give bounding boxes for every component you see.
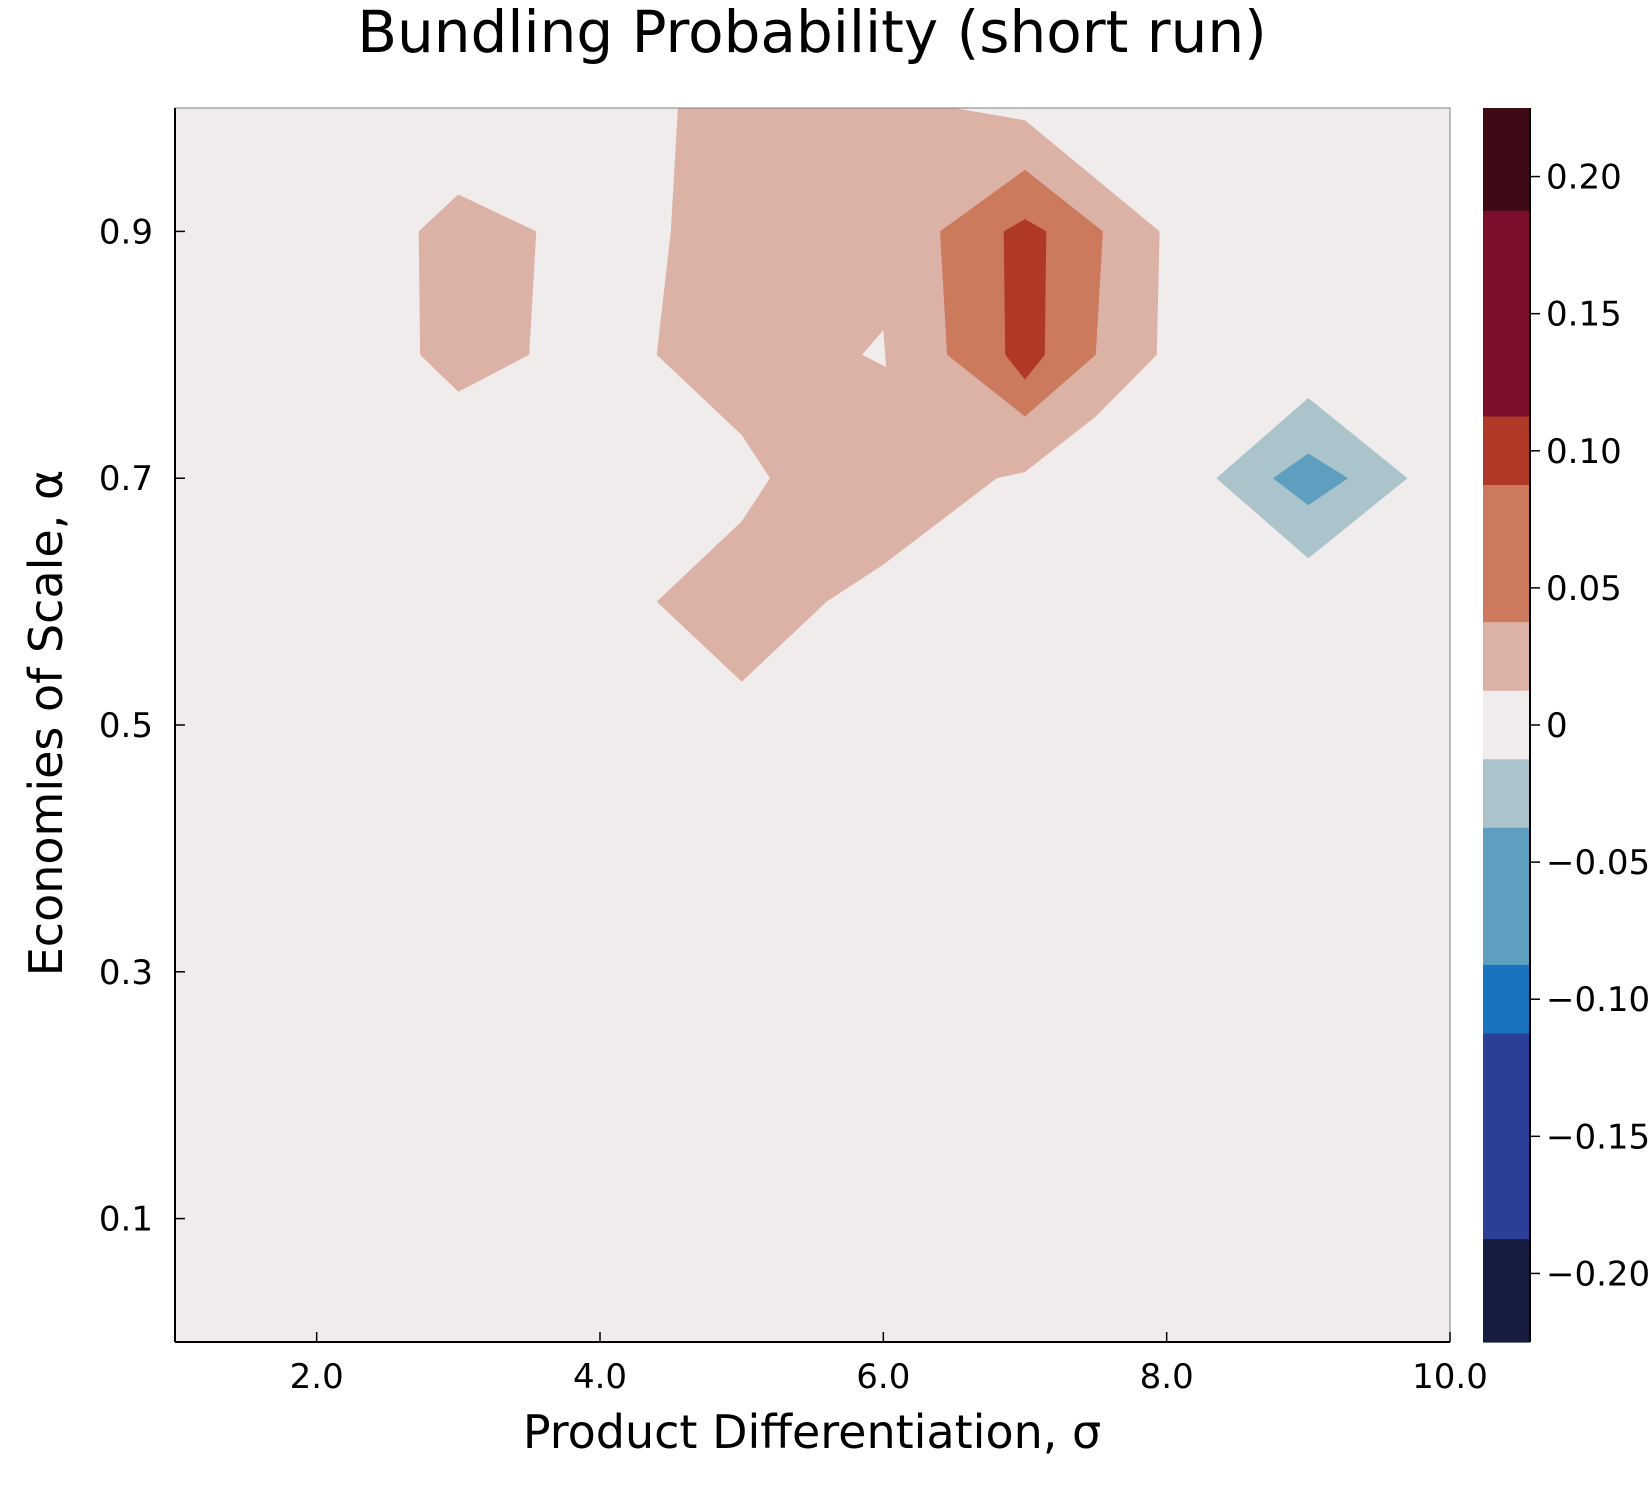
colorbar-segment [1483,485,1530,623]
colorbar-segment [1483,1239,1530,1343]
x-tick-label: 8.0 [1140,1357,1194,1397]
colorbar-segment [1483,416,1530,486]
x-tick-label: 10.0 [1412,1357,1488,1397]
y-tick-label: 0.9 [99,212,153,252]
colorbar-segment [1483,827,1530,966]
y-tick-label: 0.5 [99,706,153,746]
y-axis-ticks: 0.1 0.3 0.5 0.7 0.9 [99,212,185,1240]
colorbar-segment [1483,690,1530,760]
plot-area [174,107,1451,1343]
colorbar-tick-label: −0.05 [1546,843,1650,883]
y-tick-label: 0.7 [99,459,153,499]
colorbar-tick-label: 0.15 [1546,295,1622,335]
x-tick-label: 6.0 [856,1357,910,1397]
y-tick-label: 0.1 [99,1200,153,1240]
y-tick-label: 0.3 [99,953,153,993]
colorbar-segment [1483,210,1530,418]
colorbar-segment [1483,108,1530,212]
x-tick-label: 2.0 [290,1357,344,1397]
contour-region [418,194,537,392]
y-axis-label: Economies of Scale, α [19,470,73,977]
contour-regions [418,108,1408,682]
chart-title: Bundling Probability (short run) [357,0,1267,66]
colorbar-tick-label: 0.10 [1546,432,1622,472]
x-axis-label: Product Differentiation, σ [523,1405,1101,1459]
colorbar-tick-label: 0.20 [1546,158,1622,198]
colorbar: 0.20 0.15 0.10 0.05 0 −0.05 −0.10 −0.15 −0.20 [1483,108,1650,1343]
colorbar-tick-label: −0.10 [1546,980,1650,1020]
colorbar-tick-label: 0 [1546,706,1568,746]
colorbar-tick-label: −0.15 [1546,1117,1650,1157]
colorbar-segment [1483,964,1530,1035]
colorbar-tick-label: 0.05 [1546,569,1622,609]
colorbar-segment [1483,1033,1530,1240]
colorbar-segment [1483,759,1530,829]
x-axis-ticks: 2.0 4.0 6.0 8.0 10.0 [290,1332,1488,1397]
colorbar-segment [1483,622,1530,692]
colorbar-tick-label: −0.20 [1546,1254,1650,1294]
x-tick-label: 4.0 [573,1357,627,1397]
contour-region [1003,219,1047,380]
contour-region [1272,453,1348,506]
